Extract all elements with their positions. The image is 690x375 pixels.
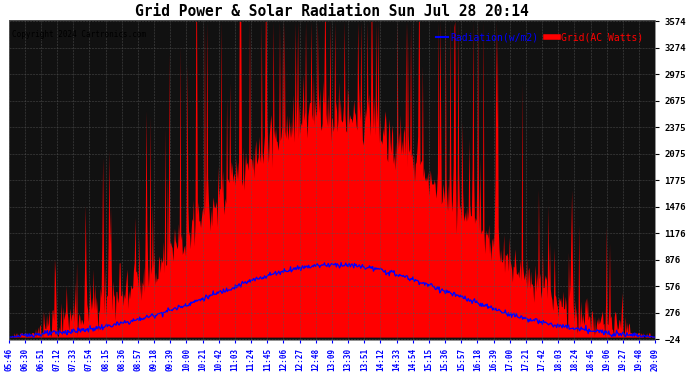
Legend: Radiation(w/m2), Grid(AC Watts): Radiation(w/m2), Grid(AC Watts) bbox=[432, 28, 647, 46]
Title: Grid Power & Solar Radiation Sun Jul 28 20:14: Grid Power & Solar Radiation Sun Jul 28 … bbox=[135, 4, 529, 19]
Text: Copyright 2024 Cartronics.com: Copyright 2024 Cartronics.com bbox=[12, 30, 146, 39]
